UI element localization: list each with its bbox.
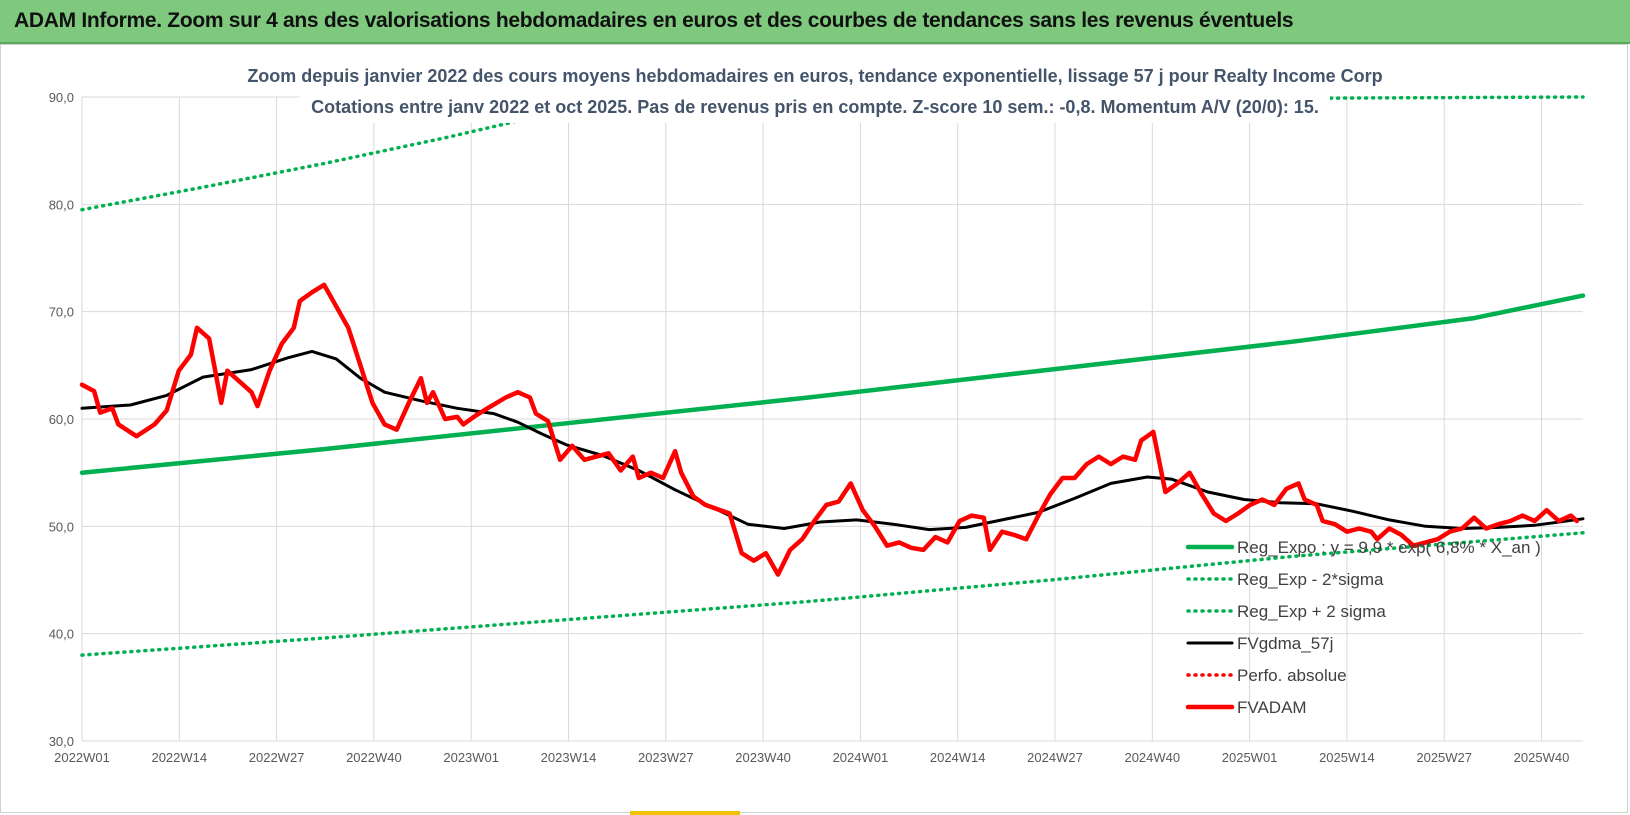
series-line-5 xyxy=(79,282,1580,577)
page-title: ADAM Informe. Zoom sur 4 ans des valoris… xyxy=(14,9,1294,32)
chart-subtitle: Cotations entre janv 2022 et oct 2025. P… xyxy=(311,97,1319,117)
x-tick-label: 2025W40 xyxy=(1514,750,1570,765)
x-tick-label: 2023W40 xyxy=(735,750,791,765)
x-tick-label: 2025W01 xyxy=(1222,750,1278,765)
series-line-1 xyxy=(80,531,1585,657)
legend-label-2: Reg_Exp + 2 sigma xyxy=(1237,602,1386,621)
legend-label-0: Reg_Expo : y = 9,9 * exp( 6,8% * X_an ) xyxy=(1237,538,1541,557)
legend-label-5: FVADAM xyxy=(1237,698,1307,717)
y-tick-label: 40,0 xyxy=(49,627,74,642)
x-tick-label: 2022W14 xyxy=(151,750,207,765)
y-tick-label: 70,0 xyxy=(49,305,74,320)
x-tick-label: 2023W27 xyxy=(638,750,694,765)
legend-label-3: FVgdma_57j xyxy=(1237,634,1333,653)
x-tick-label: 2025W14 xyxy=(1319,750,1375,765)
y-tick-label: 90,0 xyxy=(49,90,74,105)
title-backdrop xyxy=(255,68,1375,96)
chart-title: Zoom depuis janvier 2022 des cours moyen… xyxy=(247,66,1383,86)
x-tick-label: 2024W14 xyxy=(930,750,986,765)
scroll-indicator xyxy=(630,811,740,815)
x-tick-label: 2022W40 xyxy=(346,750,402,765)
x-tick-label: 2022W27 xyxy=(249,750,305,765)
y-tick-label: 80,0 xyxy=(49,197,74,212)
series-line-0 xyxy=(79,293,1586,475)
x-tick-label: 2024W01 xyxy=(833,750,889,765)
y-tick-label: 50,0 xyxy=(49,519,74,534)
x-tick-label: 2024W40 xyxy=(1124,750,1180,765)
y-tick-label: 30,0 xyxy=(49,734,74,749)
x-tick-label: 2025W27 xyxy=(1416,750,1472,765)
chart-frame xyxy=(0,44,1628,813)
legend-label-4: Perfo. absolue xyxy=(1237,666,1347,685)
page-header: ADAM Informe. Zoom sur 4 ans des valoris… xyxy=(0,0,1630,44)
x-tick-label: 2024W27 xyxy=(1027,750,1083,765)
title-backdrop xyxy=(300,95,1330,123)
y-tick-label: 60,0 xyxy=(49,412,74,427)
x-tick-label: 2023W14 xyxy=(541,750,597,765)
x-tick-label: 2023W01 xyxy=(443,750,499,765)
legend-label-1: Reg_Exp - 2*sigma xyxy=(1237,570,1384,589)
x-tick-label: 2022W01 xyxy=(54,750,110,765)
